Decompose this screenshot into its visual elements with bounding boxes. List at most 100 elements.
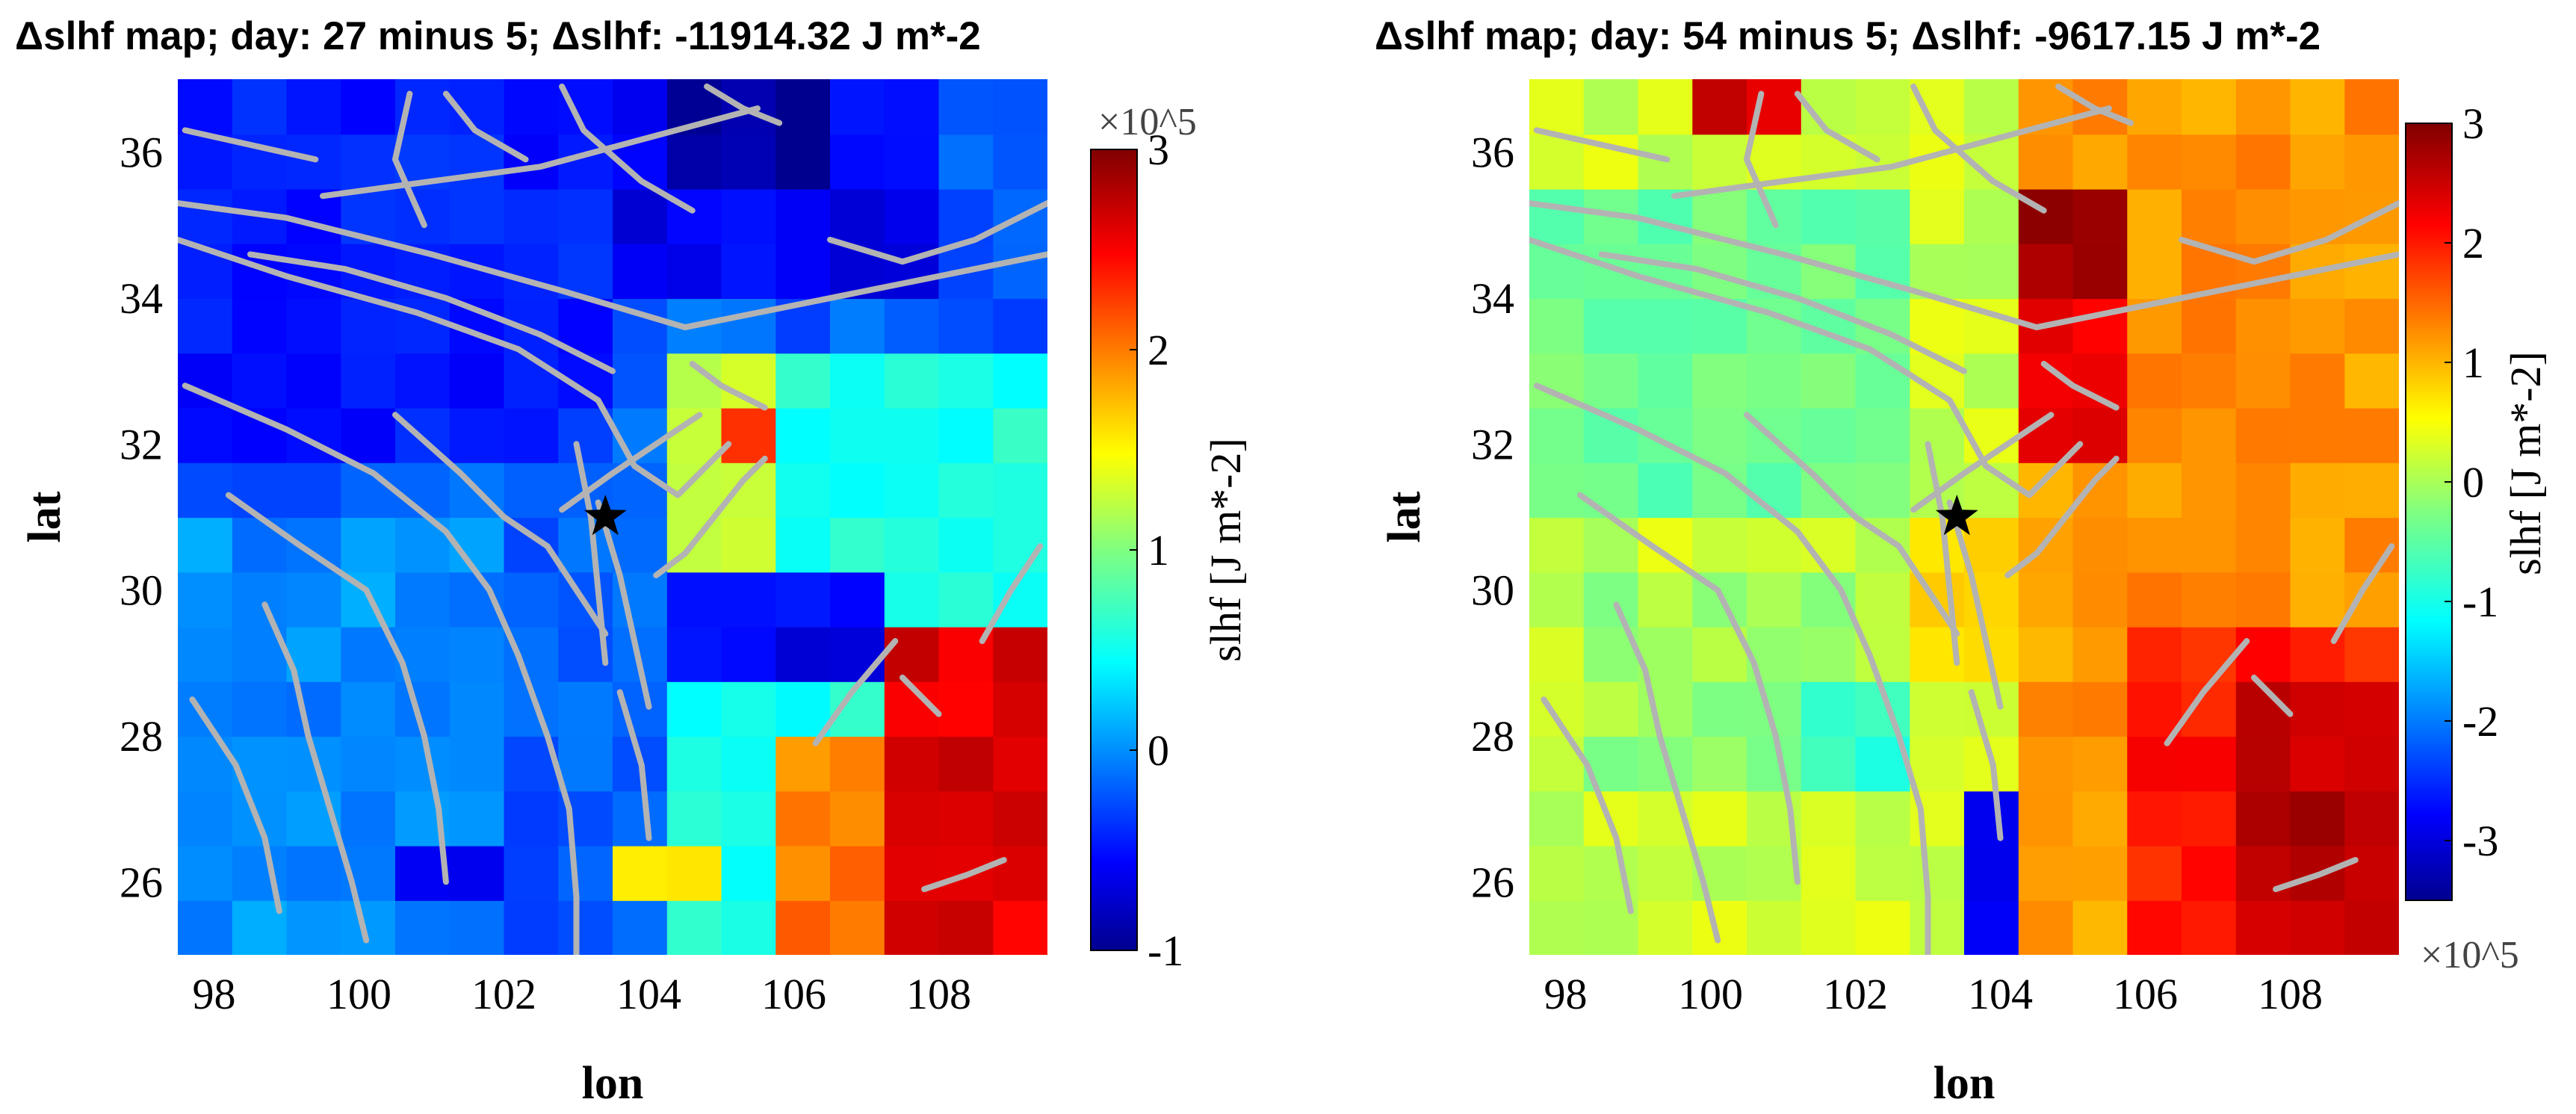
heatmap-cell xyxy=(558,681,614,737)
heatmap-cell xyxy=(558,298,614,354)
heatmap-cell xyxy=(830,626,885,682)
heatmap-cell xyxy=(1583,845,1639,901)
heatmap-cell xyxy=(1583,517,1639,573)
heatmap-cell xyxy=(395,736,451,792)
left-heatmap-panel: Δslhf map; day: 27 minus 5; Δslhf: -1191… xyxy=(15,14,1250,1109)
heatmap-cell xyxy=(993,298,1047,354)
chart-title-left: Δslhf map; day: 27 minus 5; Δslhf: -1191… xyxy=(15,14,981,58)
heatmap-cell xyxy=(666,243,722,300)
heatmap-cell xyxy=(232,462,288,519)
fault-line xyxy=(1533,383,1931,955)
heatmap-cell xyxy=(178,681,233,737)
x-tick-labels-left: 98 100 102 104 106 108 xyxy=(193,970,972,1018)
x-tick-label: 106 xyxy=(761,970,826,1018)
heatmap-cell xyxy=(1910,298,1966,354)
colorbar-tick-label: -2 xyxy=(2462,697,2498,746)
fault-line xyxy=(1671,105,2112,199)
heatmap-cell xyxy=(2344,353,2399,409)
heatmap-cell xyxy=(1801,845,1857,901)
fault-line xyxy=(2330,543,2395,644)
y-tick-label: 32 xyxy=(120,420,163,468)
heatmap-cell xyxy=(2018,626,2074,682)
heatmap-cell xyxy=(1583,681,1639,737)
heatmap-cell xyxy=(2182,79,2237,135)
heatmap-cell xyxy=(178,134,233,190)
heatmap-cell xyxy=(2182,462,2237,519)
x-tick-label: 98 xyxy=(1544,970,1588,1018)
heatmap-cell xyxy=(1910,736,1966,792)
colorbar-ticks-left: -1 0 1 2 3 xyxy=(1130,126,1183,975)
colorbar-tick-label: 3 xyxy=(1148,126,1169,174)
heatmap-cell xyxy=(2235,626,2291,682)
heatmap-cell xyxy=(341,790,397,847)
heatmap-cell xyxy=(2127,736,2183,792)
heatmap-cell xyxy=(1583,353,1639,409)
x-tick-label: 100 xyxy=(326,970,391,1018)
heatmap-cell xyxy=(721,681,777,737)
heatmap-cell xyxy=(232,681,288,737)
heatmap-cell xyxy=(1529,462,1585,519)
fault-line xyxy=(247,251,616,374)
heatmap-cell xyxy=(2235,407,2291,463)
heatmap-cell xyxy=(1801,188,1857,244)
colorbar-multiplier-left: ×10^5 xyxy=(1098,101,1197,143)
heatmap-cell xyxy=(2018,243,2074,300)
heatmap-cell xyxy=(1529,900,1585,955)
heatmap-cell xyxy=(2344,462,2399,519)
heatmap-cell xyxy=(721,517,777,573)
heatmap-cell xyxy=(1964,188,2019,244)
heatmap-cell xyxy=(1583,462,1639,519)
heatmap-cell xyxy=(1910,845,1966,901)
heatmap-cell xyxy=(2235,736,2291,792)
heatmap-cell xyxy=(884,353,940,409)
heatmap-cell xyxy=(2235,517,2291,573)
heatmap-cell xyxy=(2344,243,2399,300)
heatmap-cell xyxy=(504,845,560,901)
y-tick-label: 30 xyxy=(120,566,163,615)
fault-line xyxy=(1946,499,2004,710)
heatmap-cell xyxy=(884,134,940,190)
fault-line xyxy=(2164,638,2250,746)
heatmap-cell xyxy=(884,407,940,463)
heatmap-cell xyxy=(938,790,994,847)
heatmap-cell xyxy=(2018,462,2074,519)
fault-line xyxy=(1744,90,1779,229)
heatmap-cell xyxy=(2182,298,2237,354)
heatmap-cell xyxy=(449,790,505,847)
heatmap-cell xyxy=(775,681,832,737)
heatmap-cells-left xyxy=(178,79,1047,955)
heatmap-cell xyxy=(2072,900,2128,955)
colorbar-tick-label: 1 xyxy=(1148,526,1169,575)
heatmap-cell xyxy=(449,900,505,955)
heatmap-cell xyxy=(775,900,832,955)
heatmap-cell xyxy=(1910,681,1966,737)
fault-line xyxy=(653,455,768,579)
heatmap-cell xyxy=(938,900,994,955)
heatmap-cell xyxy=(938,736,994,792)
heatmap-cell xyxy=(1855,462,1911,519)
heatmap-cell xyxy=(286,572,342,628)
heatmap-cell xyxy=(341,79,397,135)
heatmap-cell xyxy=(1964,900,2019,955)
heatmap-cell xyxy=(1529,845,1585,901)
heatmap-cell xyxy=(2344,736,2399,792)
heatmap-cell xyxy=(1638,572,1694,628)
fault-line xyxy=(559,412,703,513)
heatmap-cell xyxy=(449,736,505,792)
y-axis-label-right: lat xyxy=(1379,491,1430,542)
heatmap-cell xyxy=(232,353,288,409)
heatmap-cell xyxy=(2182,845,2237,901)
heatmap-cell xyxy=(2127,353,2183,409)
heatmap-cell xyxy=(2127,626,2183,682)
heatmap-cell xyxy=(775,79,832,135)
heatmap-cell xyxy=(1529,681,1585,737)
x-tick-label: 102 xyxy=(471,970,536,1018)
colorbar-left xyxy=(1090,149,1138,951)
heatmap-cell xyxy=(721,134,777,190)
heatmap-cell xyxy=(1964,79,2019,135)
heatmap-cell xyxy=(775,243,832,300)
heatmap-cell xyxy=(2290,79,2346,135)
heatmap-cell xyxy=(2235,298,2291,354)
heatmap-cell xyxy=(775,626,832,682)
x-tick-label: 106 xyxy=(2113,970,2178,1018)
